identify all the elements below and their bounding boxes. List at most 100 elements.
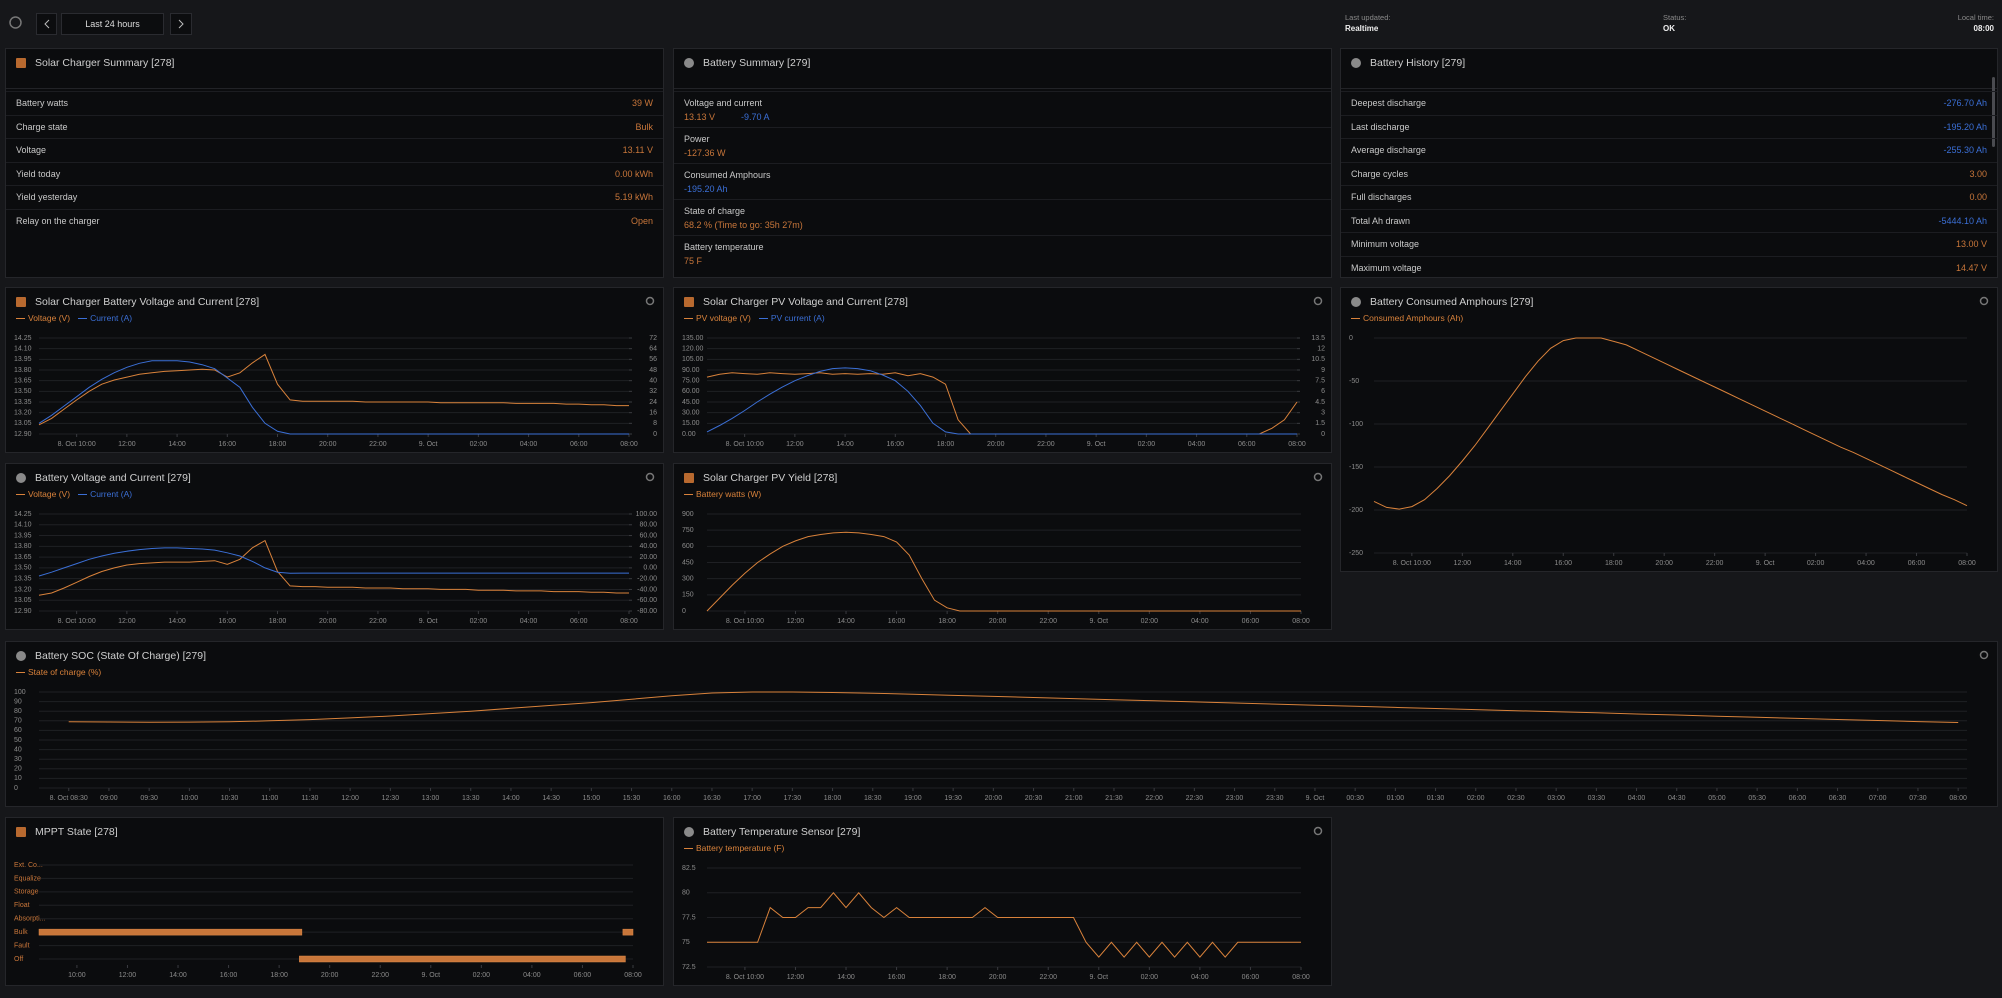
x-tick-label: 16:00 (888, 618, 906, 625)
legend-swatch (684, 848, 693, 850)
y2-tick-label: 4.5 (1315, 399, 1325, 406)
x-tick-label: 22:00 (371, 972, 389, 979)
legend-item[interactable]: PV current (A) (758, 313, 825, 323)
legend-item[interactable]: Voltage (V) (16, 313, 70, 323)
settings-button[interactable] (1313, 296, 1323, 306)
x-tick-label: 12:00 (787, 974, 805, 981)
legend-item[interactable]: Consumed Amphours (Ah) (1351, 313, 1463, 323)
summary-row: Voltage 13.11 V (6, 138, 663, 161)
legend-label: Consumed Amphours (Ah) (1363, 313, 1464, 323)
row-label: Minimum voltage (1351, 239, 1420, 249)
next-button[interactable] (170, 13, 192, 35)
panel-title: Battery Temperature Sensor [279] (703, 826, 861, 838)
plot: 12.90 13.05 13.20 13.35 13.50 13.65 13.80 13.95… (14, 335, 657, 448)
x-tick-label: 16:00 (1554, 560, 1572, 567)
gear-icon (1979, 650, 1989, 660)
gear-icon (1313, 296, 1323, 306)
y2-tick-label: 20.00 (639, 554, 657, 561)
x-tick-label: 06:00 (570, 441, 588, 448)
y-category-label: Float (14, 902, 30, 909)
settings-button[interactable] (645, 472, 655, 482)
x-tick-label: 9. Oct (1756, 560, 1775, 567)
y-tick-label: 72.5 (682, 964, 696, 971)
x-tick-label: 06:00 (1789, 795, 1807, 802)
summary-row: Minimum voltage 13.00 V (1341, 232, 1997, 255)
y-tick-label: 60 (14, 727, 22, 734)
x-tick-label: 19:00 (904, 795, 922, 802)
y-tick-label: 120.00 (682, 346, 704, 353)
x-tick-label: 06:30 (1829, 795, 1847, 802)
settings-button[interactable] (1979, 296, 1989, 306)
y2-tick-label: 16 (649, 410, 657, 417)
settings-button[interactable] (645, 296, 655, 306)
scrollbar[interactable] (1992, 77, 1995, 147)
legend-item[interactable]: Current (A) (78, 489, 132, 499)
y-tick-label: 12.90 (14, 608, 32, 615)
plot: 12.90 13.05 13.20 13.35 13.50 13.65 13.80 13.95… (14, 511, 657, 625)
y-category-label: Absorpti... (14, 916, 46, 923)
x-tick-label: 22:00 (1039, 618, 1057, 625)
x-tick-label: 20:00 (989, 974, 1007, 981)
panel-title: Battery Consumed Amphours [279] (1370, 296, 1534, 308)
chart-panel: Ext. Co... Equalize Storage Float Absorpti..… (5, 817, 664, 986)
summary-row: Charge cycles 3.00 (1341, 161, 1997, 185)
x-tick-label: 18:00 (270, 972, 288, 979)
legend-item[interactable]: Current (A) (78, 313, 132, 323)
y-tick-label: 300 (682, 576, 694, 583)
panel-title: MPPT State [278] (35, 826, 118, 838)
series-line (38, 539, 629, 596)
y-tick-label: 14.25 (14, 335, 32, 342)
series-line (706, 531, 1301, 612)
row-label: Yield today (16, 168, 61, 179)
summary-row: Yield yesterday 5.19 kWh (6, 185, 663, 208)
range-selector[interactable]: Last 24 hours (61, 13, 164, 35)
row-value: 3.00 (1969, 168, 1987, 179)
x-tick-label: 20:00 (321, 972, 339, 979)
x-tick-label: 14:00 (1504, 560, 1522, 567)
legend-item[interactable]: Battery temperature (F) (684, 843, 784, 853)
x-tick-label: 08:00 (1949, 795, 1967, 802)
x-tick-label: 02:00 (1807, 560, 1825, 567)
settings-button[interactable] (1313, 826, 1323, 836)
y-tick-label: 13.80 (14, 367, 32, 374)
y-tick-label: 90 (14, 698, 22, 705)
x-tick-label: 04:00 (1191, 974, 1209, 981)
x-tick-label: 9. Oct (1089, 618, 1108, 625)
local-time-value: 08:00 (1973, 24, 1994, 33)
legend-label: PV current (A) (770, 313, 825, 323)
row-value: Bulk (635, 121, 653, 132)
x-tick-label: 20:00 (985, 795, 1003, 802)
legend: Voltage (V) Current (A) (16, 489, 132, 499)
y-tick-label: 0 (1349, 335, 1353, 342)
x-tick-label: 02:30 (1507, 795, 1525, 802)
x-tick-label: 16:00 (663, 795, 681, 802)
y-tick-label: 60.00 (682, 388, 700, 395)
panel-icon (684, 58, 694, 68)
settings-button[interactable] (1979, 650, 1989, 660)
panel-icon (16, 827, 26, 837)
y2-tick-label: 0.00 (643, 565, 657, 572)
x-tick-label: 03:30 (1588, 795, 1606, 802)
y2-tick-label: 13.5 (1311, 335, 1325, 342)
y-tick-label: 12.90 (14, 431, 32, 438)
x-tick-label: 12:00 (118, 618, 136, 625)
x-tick-label: 8. Oct 10:00 (726, 441, 764, 448)
summary-row: Relay on the charger Open (6, 208, 663, 232)
x-tick-label: 20:00 (1655, 560, 1673, 567)
summary-row: Average discharge -255.30 Ah (1341, 138, 1997, 161)
x-tick-label: 09:30 (140, 795, 158, 802)
legend-item[interactable]: Battery watts (W) (684, 489, 761, 499)
panel-icon (16, 651, 26, 661)
x-tick-label: 22:30 (1186, 795, 1204, 802)
refresh-button[interactable] (8, 15, 23, 30)
legend-item[interactable]: PV voltage (V) (684, 313, 751, 323)
panel-title: Battery Voltage and Current [279] (35, 472, 191, 484)
y-tick-label: 20 (14, 766, 22, 773)
settings-button[interactable] (1313, 472, 1323, 482)
status-label: Status: (1663, 13, 1687, 22)
previous-button[interactable] (36, 13, 57, 35)
legend-item[interactable]: State of charge (%) (16, 667, 101, 677)
legend-item[interactable]: Voltage (V) (16, 489, 70, 499)
y-tick-label: -150 (1349, 464, 1363, 471)
